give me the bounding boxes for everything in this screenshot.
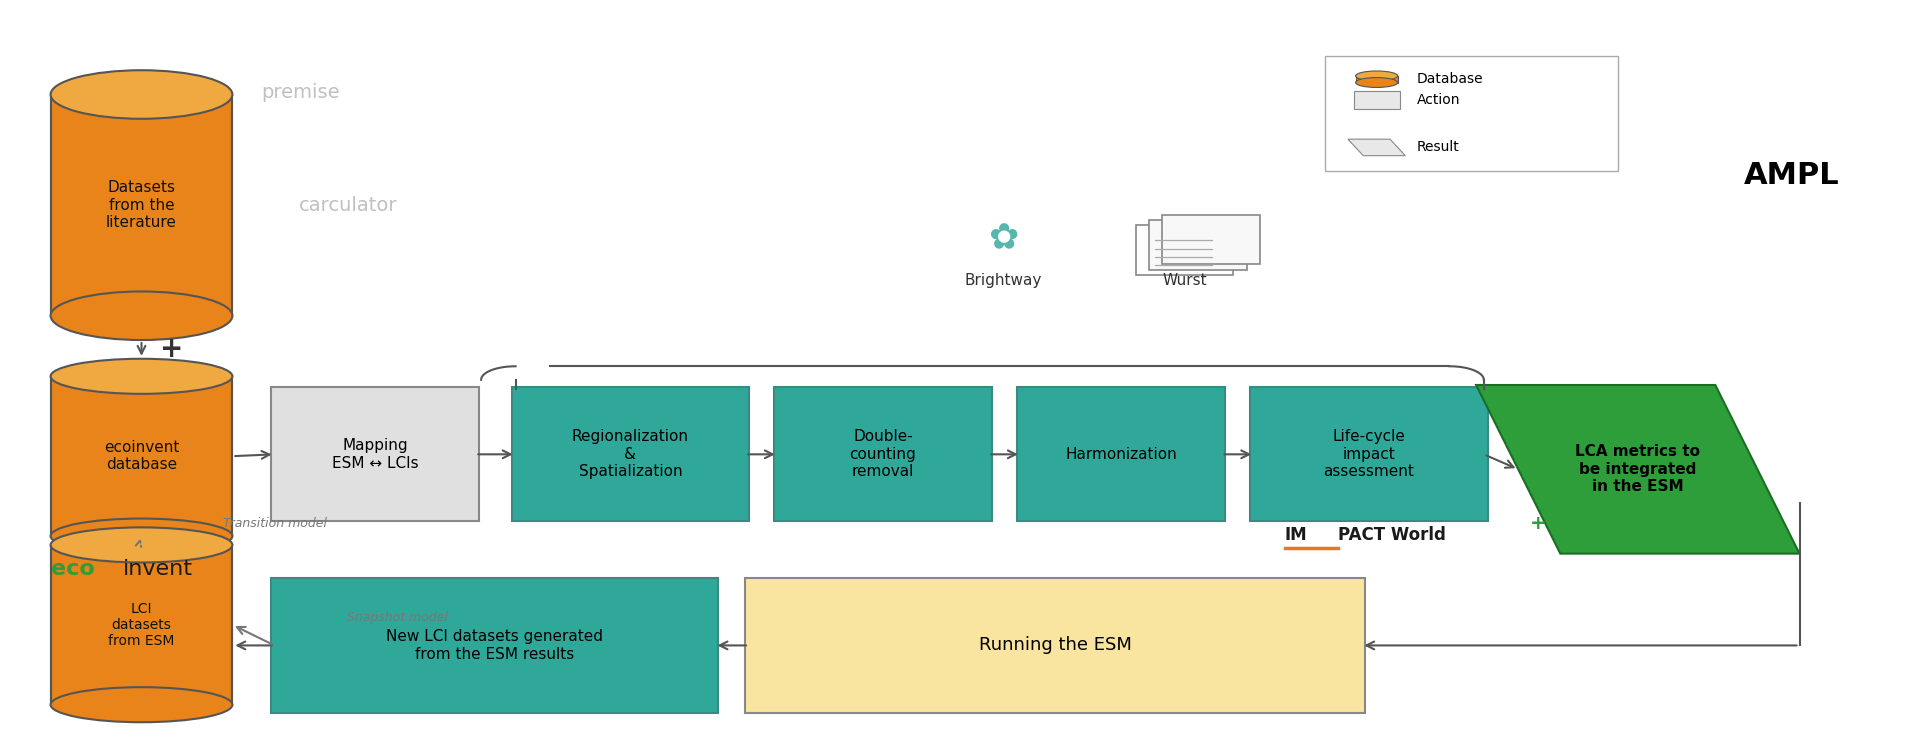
Text: invent: invent bbox=[123, 559, 194, 578]
Text: Life-cycle
impact
assessment: Life-cycle impact assessment bbox=[1324, 430, 1414, 479]
Polygon shape bbox=[1476, 385, 1800, 553]
Text: Double-
counting
removal: Double- counting removal bbox=[850, 430, 917, 479]
FancyBboxPatch shape bbox=[1136, 225, 1234, 275]
FancyBboxPatch shape bbox=[271, 578, 718, 713]
Text: Brightway: Brightway bbox=[965, 273, 1042, 288]
FancyBboxPatch shape bbox=[1251, 387, 1487, 522]
Ellipse shape bbox=[50, 519, 232, 553]
FancyBboxPatch shape bbox=[1163, 215, 1261, 264]
Text: PACT World: PACT World bbox=[1338, 526, 1447, 544]
Text: IM: IM bbox=[1286, 526, 1307, 544]
Text: LCI
datasets
from ESM: LCI datasets from ESM bbox=[107, 602, 175, 648]
Ellipse shape bbox=[1355, 78, 1397, 88]
FancyBboxPatch shape bbox=[50, 94, 232, 316]
Text: ecoinvent
database: ecoinvent database bbox=[104, 440, 178, 473]
Text: Database: Database bbox=[1416, 72, 1483, 86]
Ellipse shape bbox=[50, 291, 232, 340]
Text: Harmonization: Harmonization bbox=[1065, 447, 1176, 462]
Text: +: + bbox=[161, 335, 184, 363]
Text: New LCI datasets generated
from the ESM results: New LCI datasets generated from the ESM … bbox=[386, 629, 603, 661]
FancyBboxPatch shape bbox=[271, 387, 480, 522]
Text: Action: Action bbox=[1416, 93, 1460, 106]
Ellipse shape bbox=[50, 687, 232, 723]
Text: Running the ESM: Running the ESM bbox=[979, 636, 1132, 655]
Ellipse shape bbox=[50, 359, 232, 394]
Text: premise: premise bbox=[261, 83, 340, 102]
Text: AMPL: AMPL bbox=[1744, 161, 1840, 190]
Text: eco: eco bbox=[50, 559, 94, 578]
Ellipse shape bbox=[1355, 71, 1397, 81]
Text: LCA metrics to
be integrated
in the ESM: LCA metrics to be integrated in the ESM bbox=[1575, 445, 1700, 495]
Text: ✿: ✿ bbox=[988, 222, 1019, 256]
Text: Mapping
ESM ↔ LCIs: Mapping ESM ↔ LCIs bbox=[332, 438, 418, 470]
FancyBboxPatch shape bbox=[512, 387, 748, 522]
Text: Datasets
from the
literature: Datasets from the literature bbox=[106, 180, 177, 230]
FancyBboxPatch shape bbox=[50, 545, 232, 704]
Text: Transition model: Transition model bbox=[223, 517, 326, 530]
FancyBboxPatch shape bbox=[1353, 91, 1399, 109]
Ellipse shape bbox=[50, 528, 232, 562]
Ellipse shape bbox=[50, 70, 232, 119]
Text: +: + bbox=[1529, 514, 1547, 533]
Text: carculator: carculator bbox=[299, 196, 397, 214]
FancyBboxPatch shape bbox=[745, 578, 1364, 713]
FancyBboxPatch shape bbox=[50, 376, 232, 536]
Text: Regionalization
&
Spatialization: Regionalization & Spatialization bbox=[572, 430, 689, 479]
Text: Result: Result bbox=[1416, 140, 1460, 155]
FancyBboxPatch shape bbox=[1149, 220, 1247, 270]
Text: Wurst: Wurst bbox=[1163, 273, 1207, 288]
FancyBboxPatch shape bbox=[773, 387, 992, 522]
Text: Snapshot model: Snapshot model bbox=[347, 611, 449, 624]
Polygon shape bbox=[1347, 139, 1405, 156]
FancyBboxPatch shape bbox=[1355, 76, 1397, 82]
FancyBboxPatch shape bbox=[1017, 387, 1226, 522]
FancyBboxPatch shape bbox=[1324, 56, 1618, 171]
